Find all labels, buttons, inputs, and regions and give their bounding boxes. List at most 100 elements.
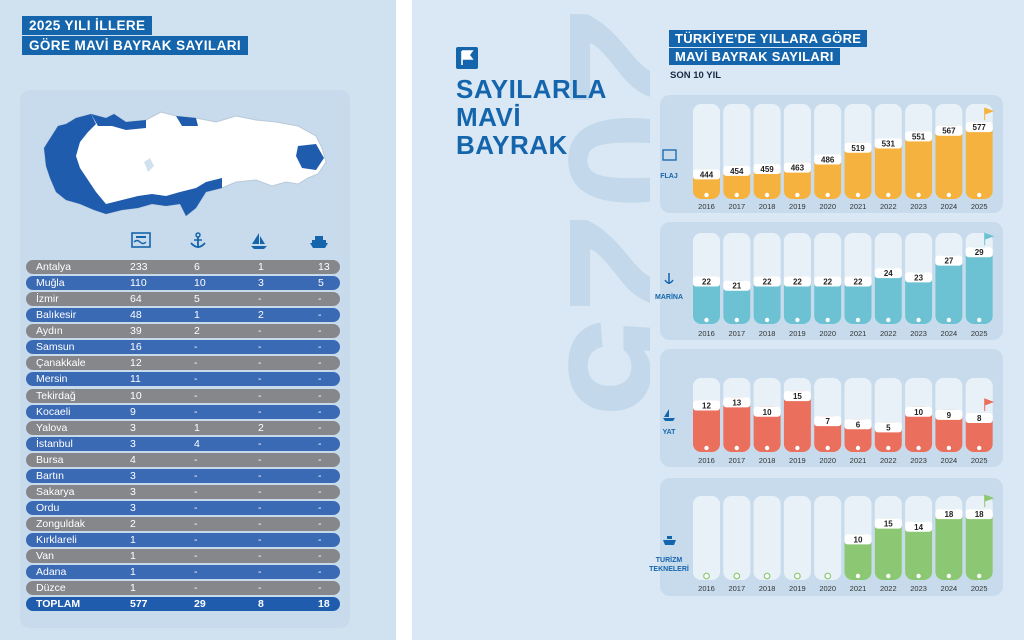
bar-dot	[945, 191, 953, 199]
cell-province: Aydın	[36, 325, 63, 338]
bar-dot	[915, 572, 922, 580]
cell-flaj: 10	[130, 389, 142, 402]
year-label: 2019	[789, 456, 806, 465]
cell-turizm: 13	[318, 261, 330, 273]
bar-dot	[794, 191, 801, 199]
data-label: 531	[882, 139, 896, 148]
province-samsun	[176, 116, 198, 126]
cell-province: TOPLAM	[36, 598, 81, 611]
turkey-map	[43, 111, 327, 217]
bar-dot	[794, 316, 801, 324]
data-label: 454	[730, 167, 744, 176]
cell-marina: -	[194, 550, 198, 563]
bar-cap	[965, 247, 993, 258]
bar-dot	[733, 444, 741, 452]
anchor-icon	[190, 232, 206, 248]
bar-dot	[975, 444, 983, 452]
cell-province: Balıkesir	[36, 309, 77, 322]
cell-marina: -	[194, 389, 198, 402]
bar-cap	[874, 268, 902, 279]
year-label: 2022	[880, 329, 897, 338]
year-label: 2016	[698, 456, 715, 465]
data-label: 22	[823, 278, 832, 287]
cell-province: İzmir	[36, 293, 59, 306]
bar-track	[783, 496, 811, 580]
bar-dot	[945, 444, 953, 452]
bar	[874, 268, 902, 324]
cell-turizm: -	[318, 293, 322, 306]
cell-yat: -	[258, 518, 262, 530]
flag-marker	[984, 107, 995, 121]
bar-dot	[794, 444, 801, 452]
data-label: 18	[944, 510, 953, 519]
bar-track	[693, 496, 720, 580]
bar-dot	[703, 191, 710, 199]
table-row: Kocaeli 9 - - -	[26, 404, 340, 419]
year-label: 2024	[941, 329, 958, 338]
cell-turizm: -	[318, 325, 322, 338]
cell-turizm: -	[318, 341, 322, 354]
cell-yat: -	[258, 389, 262, 402]
year-label: 2020	[819, 202, 836, 211]
data-label: 29	[975, 248, 984, 257]
province-table: Antalya 233 6 1 13 Muğla 110 10 3 5 İzmir 64 5- - Balı…	[26, 260, 340, 613]
year-label: 2025	[971, 202, 988, 211]
bar-cap	[935, 509, 963, 520]
bar-cap	[783, 162, 811, 173]
cell-marina: 1	[194, 309, 200, 322]
data-label: 14	[914, 523, 923, 532]
cell-turizm: -	[318, 437, 322, 450]
bar-dot	[703, 572, 710, 580]
bar	[965, 247, 993, 324]
data-label: 567	[942, 127, 956, 136]
cell-turizm: 5	[318, 277, 324, 290]
tour-boat-icon	[663, 536, 676, 545]
bar	[753, 276, 781, 324]
year-label: 2019	[789, 202, 806, 211]
bar	[814, 154, 842, 199]
cell-yat: 3	[258, 277, 264, 290]
table-row: Aydın 39 2 - -	[26, 324, 340, 339]
cell-yat: -	[258, 550, 262, 563]
bar-cap	[814, 416, 842, 427]
bar-dot	[915, 191, 922, 199]
flag-marker	[984, 232, 995, 246]
middle-panel: 2025	[412, 0, 650, 640]
year-label: 2021	[850, 202, 867, 211]
cell-marina: -	[194, 469, 198, 482]
year-label: 2016	[698, 202, 715, 211]
year-label: 2018	[759, 202, 776, 211]
bar-cap	[965, 122, 993, 133]
bar-cap	[753, 276, 781, 287]
year-label: 2018	[759, 456, 776, 465]
bar-dot	[854, 191, 862, 199]
cell-turizm: -	[318, 534, 322, 547]
cell-province: Kırklareli	[36, 534, 77, 547]
bar-cap	[874, 518, 902, 529]
bar-cap	[935, 125, 963, 136]
year-label: 2017	[728, 584, 745, 593]
cell-marina: -	[194, 566, 198, 579]
bar-dot	[763, 316, 771, 324]
bar-track	[814, 496, 842, 580]
year-label: 2017	[728, 456, 745, 465]
bar-track	[723, 496, 751, 580]
bar	[844, 534, 872, 580]
cell-flaj: 48	[130, 309, 142, 322]
year-label: 2019	[789, 584, 806, 593]
bar	[693, 400, 720, 452]
cell-yat: -	[258, 373, 262, 386]
cell-yat: -	[258, 453, 262, 466]
cell-yat: 1	[258, 261, 264, 273]
cell-flaj: 2	[130, 518, 136, 530]
bar-dot	[945, 572, 953, 580]
cell-province: Tekirdağ	[36, 389, 76, 402]
year-label: 2022	[880, 202, 897, 211]
cell-turizm: -	[318, 582, 322, 595]
bar-dot	[824, 191, 832, 199]
cell-marina: -	[194, 341, 198, 354]
bar-cap	[844, 419, 872, 430]
table-row: Zonguldak 2 - - -	[26, 517, 340, 531]
data-label: 12	[702, 402, 711, 411]
data-label: 486	[821, 155, 835, 164]
